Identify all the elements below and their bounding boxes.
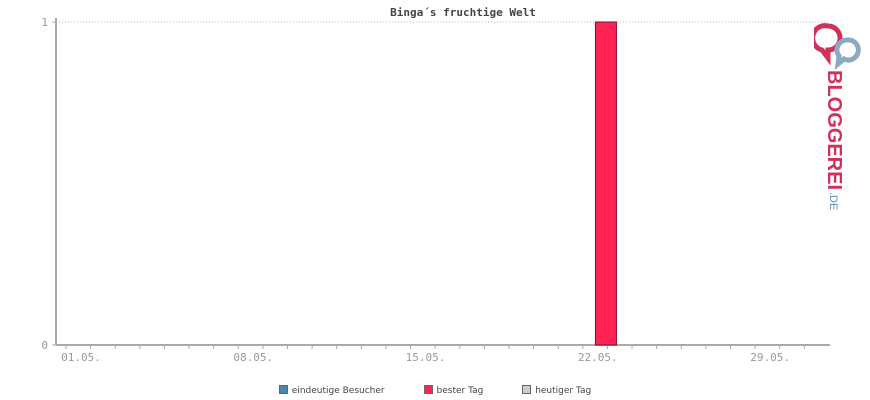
legend-label: bester Tag [436,386,484,396]
logo-wordmark-text: BLOGGEREI [823,70,845,190]
y-tick-label: 0 [41,339,48,352]
x-tick-label: 15.05. [406,351,446,364]
legend-item-unique-visitors: eindeutige Besucher [278,385,385,396]
legend-item-today: heutiger Tag [522,385,591,396]
x-tick-label: 29.05. [750,351,790,364]
bar-bester-tag [594,21,617,346]
legend-label: heutiger Tag [535,386,592,396]
legend-swatch-today [522,385,532,394]
logo-wordmark: BLOGGEREI .DE [818,70,854,230]
legend-swatch-unique-visitors [278,385,288,394]
logo-suffix-text: .DE [827,192,839,210]
x-tick-label: 22.05. [578,351,618,364]
logo-icon [814,23,861,70]
chart-title: Binga´s fruchtige Welt [390,6,536,19]
legend-label: eindeutige Besucher [291,386,385,396]
plot-area: 0 1 01.05. 08.05. 15.05. 22.05. 29.05. [41,16,830,364]
y-tick-label: 1 [41,16,48,29]
x-tick-label: 08.05. [233,351,273,364]
legend-item-best-day: bester Tag [423,385,484,396]
legend-swatch-best-day [423,385,433,394]
x-tick-label: 01.05. [61,351,101,364]
bloggerei-logo: BLOGGEREI .DE [810,18,866,218]
legend: eindeutige Besucher bester Tag heutiger … [0,385,870,396]
